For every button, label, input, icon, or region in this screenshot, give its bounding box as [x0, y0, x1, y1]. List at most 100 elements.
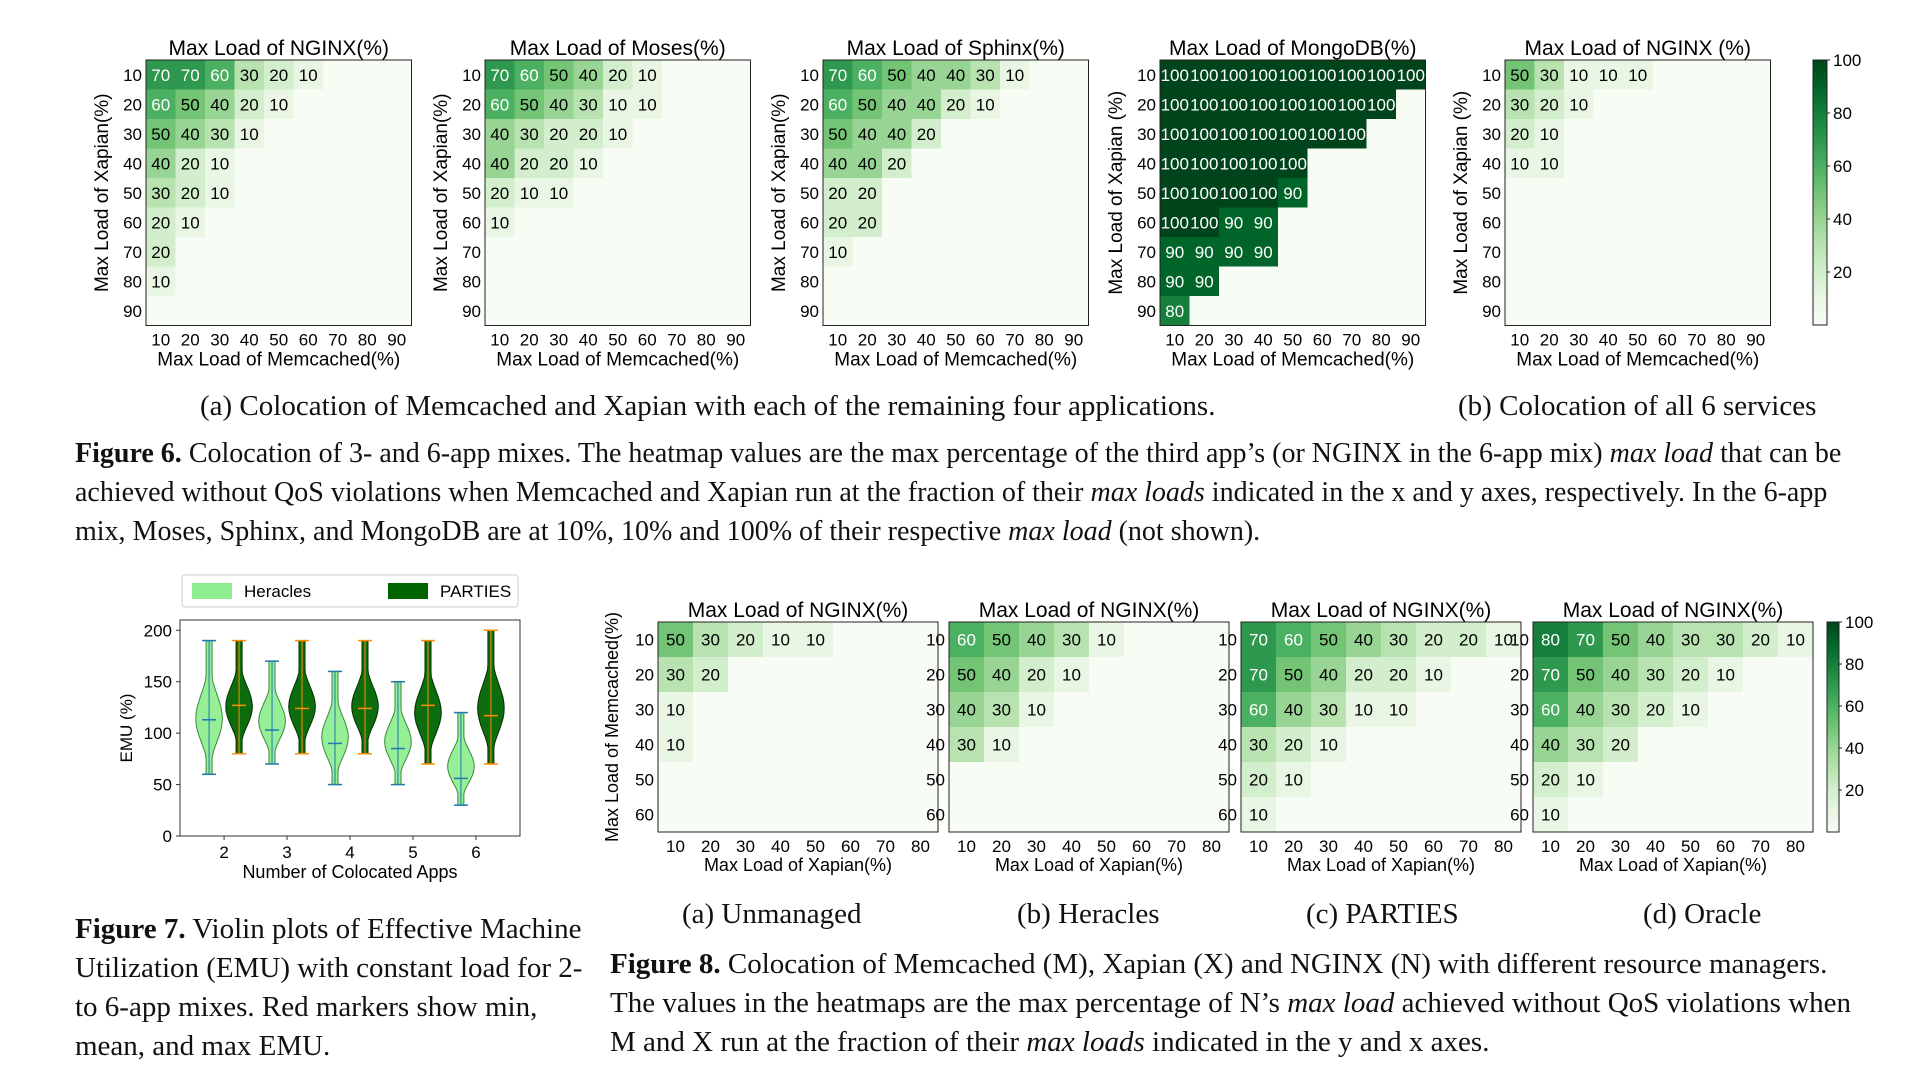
heatmap-cell-label: 10: [1599, 66, 1618, 85]
heatmap-frame: [484, 59, 751, 326]
heatmap-cell-label: 90: [1254, 213, 1273, 232]
heatmap-cell: [1593, 60, 1623, 90]
heatmap-cell: [175, 119, 205, 149]
fig6-subcaption-b: (b) Colocation of all 6 services: [1458, 390, 1817, 422]
heatmap-cell-label: 60: [1284, 631, 1303, 650]
heatmap-cell: [1337, 119, 1367, 149]
heatmap-cell-label: 40: [946, 66, 965, 85]
colorbar-bar: [1812, 59, 1828, 326]
heatmap-cell: [658, 622, 693, 657]
heatmap-cell: [1219, 119, 1249, 149]
heatmap-cell-label: 50: [666, 631, 685, 650]
heatmap-title: Max Load of NGINX (%): [1525, 37, 1751, 60]
heatmap-cell: [514, 60, 544, 90]
heatmap-cell-label: 100: [1220, 184, 1248, 203]
heatmap-cell: [1219, 89, 1249, 119]
heatmap-cell: [1160, 60, 1190, 90]
y-tick-label: 10: [123, 66, 142, 85]
heatmap-cell: [852, 148, 882, 178]
colorbar-tick-label: 60: [1833, 157, 1852, 176]
heatmap-panel: 70 60 50 40 40 30 10 60 50 40 40 20 10 50 40 40 20 40 40 20…: [769, 37, 1089, 370]
x-tick-label: 5: [408, 843, 417, 862]
heatmap-cell-label: 10: [490, 213, 509, 232]
heatmap-cell: [544, 148, 574, 178]
x-tick-label: 10: [151, 331, 170, 350]
heatmap-cell: [544, 60, 574, 90]
heatmap-cell: [1160, 89, 1190, 119]
heatmap-cell-label: 20: [549, 125, 568, 144]
heatmap-cell-label: 100: [1190, 95, 1218, 114]
heatmap-cell-label: 40: [151, 154, 170, 173]
x-tick-label: 70: [1459, 837, 1478, 856]
heatmap-cell-label: 40: [181, 125, 200, 144]
heatmap-cell: [573, 89, 603, 119]
heatmap-cell-label: 20: [858, 213, 877, 232]
figure-7-violin-chart: 0 50 100 150 200 2 3 4 5 6 Number of Colocated App…: [117, 574, 521, 882]
heatmap-cell: [234, 89, 264, 119]
heatmap-cell-label: 20: [1540, 95, 1559, 114]
heatmap-cell-label: 30: [1319, 701, 1338, 720]
y-tick-label: 20: [1137, 95, 1156, 114]
x-tick-label: 10: [1249, 837, 1268, 856]
colorbar-tick-label: 20: [1833, 263, 1852, 282]
x-tick-label: 50: [946, 331, 965, 350]
heatmap-cell-label: 10: [1628, 66, 1647, 85]
heatmap-cell: [1019, 622, 1054, 657]
heatmap-cell-label: 50: [181, 95, 200, 114]
heatmap-cell: [911, 60, 941, 90]
heatmap-cell: [1533, 797, 1568, 832]
x-tick-label: 80: [1372, 331, 1391, 350]
heatmap-cell: [1568, 657, 1603, 692]
heatmap-cell: [1160, 148, 1190, 178]
heatmap-cell-label: 10: [771, 631, 790, 650]
heatmap-frame: [948, 621, 1230, 833]
heatmap-cell: [1311, 692, 1346, 727]
fig8-subcaption-a: (a) Unmanaged: [682, 898, 862, 930]
x-tick-label: 10: [1541, 837, 1560, 856]
heatmap-cell-label: 60: [151, 95, 170, 114]
heatmap-panel: 50 30 20 10 10 30 20 10 10 10 20 30 40 50 60 10 20 30 40 50…: [605, 599, 939, 875]
heatmap-cell-label: 60: [957, 631, 976, 650]
heatmap-cell-label: 20: [1249, 771, 1268, 790]
heatmap-cell-label: 70: [151, 66, 170, 85]
heatmap-cell-label: 20: [917, 125, 936, 144]
heatmap-cell: [693, 657, 728, 692]
heatmap-cell: [1000, 60, 1030, 90]
y-tick-label: 90: [123, 302, 142, 321]
y-tick-label: 150: [144, 673, 172, 692]
heatmap-cell-label: 90: [1283, 184, 1302, 203]
heatmap-cell: [1160, 119, 1190, 149]
y-tick-label: 90: [462, 302, 481, 321]
heatmap-cell: [234, 119, 264, 149]
heatmap-cell: [882, 148, 912, 178]
heatmap-cell-label: 90: [1195, 272, 1214, 291]
heatmap-cell: [1307, 119, 1337, 149]
y-tick-label: 20: [926, 666, 945, 685]
y-tick-label: 40: [123, 154, 142, 173]
x-tick-label: 10: [1165, 331, 1184, 350]
x-tick-label: 60: [1132, 837, 1151, 856]
y-tick-label: 60: [926, 806, 945, 825]
heatmap-cell: [1534, 148, 1564, 178]
x-tick-label: 40: [1254, 331, 1273, 350]
heatmap-cell-label: 10: [1786, 631, 1805, 650]
heatmap-cell: [1241, 727, 1276, 762]
heatmap-cell-label: 10: [1576, 771, 1595, 790]
heatmap-cell-label: 10: [828, 243, 847, 262]
x-tick-label: 40: [1062, 837, 1081, 856]
heatmap-cell-label: 20: [579, 125, 598, 144]
x-tick-label: 70: [1005, 331, 1024, 350]
heatmap-cell-label: 40: [490, 125, 509, 144]
heatmap-cell: [146, 89, 176, 119]
heatmap-cell-label: 20: [151, 213, 170, 232]
heatmap-cell-label: 20: [701, 666, 720, 685]
heatmap-cell: [1307, 60, 1337, 90]
heatmap-cell-label: 30: [957, 736, 976, 755]
heatmap-cell-label: 10: [1424, 666, 1443, 685]
heatmap-cell-label: 90: [1165, 243, 1184, 262]
heatmap-cell: [603, 60, 633, 90]
heatmap-cell-label: 10: [1062, 666, 1081, 685]
heatmap-cell-label: 40: [1354, 631, 1373, 650]
heatmap-cell-label: 100: [1249, 125, 1277, 144]
heatmap-cell-label: 90: [1224, 243, 1243, 262]
